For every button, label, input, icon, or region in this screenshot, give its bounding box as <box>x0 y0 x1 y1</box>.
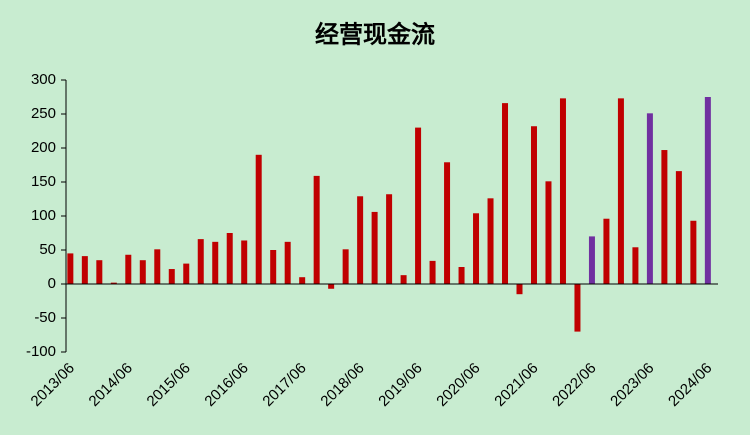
bar <box>588 236 595 284</box>
x-tick-label: 2024/06 <box>665 360 715 410</box>
y-tick-label: 300 <box>31 71 56 88</box>
bar <box>125 254 132 284</box>
y-tick-label: 100 <box>31 207 56 224</box>
bar <box>559 98 566 284</box>
y-tick-label: 0 <box>48 275 56 292</box>
y-tick-label: -100 <box>26 343 56 360</box>
bar <box>110 282 117 284</box>
bar <box>197 239 204 284</box>
bar <box>183 263 190 284</box>
x-tick-label: 2013/06 <box>28 360 78 410</box>
bar <box>81 256 88 284</box>
bar <box>429 260 436 284</box>
bar <box>270 250 277 284</box>
bar <box>690 220 697 284</box>
bar <box>139 260 146 284</box>
bar <box>212 241 219 284</box>
bar <box>328 284 335 289</box>
bar <box>284 241 291 284</box>
bar <box>545 181 552 284</box>
x-tick-label: 2020/06 <box>433 360 483 410</box>
bar <box>603 218 610 284</box>
bar <box>299 277 306 284</box>
y-tick-label: -50 <box>34 309 56 326</box>
x-tick-label: 2022/06 <box>549 360 599 410</box>
bar <box>313 175 320 284</box>
bar <box>241 240 248 284</box>
bar <box>704 97 711 284</box>
bar <box>502 103 509 285</box>
x-tick-label: 2018/06 <box>317 360 367 410</box>
bar <box>386 194 393 284</box>
bar <box>168 269 175 284</box>
bar <box>226 233 233 284</box>
x-tick-label: 2016/06 <box>201 360 251 410</box>
bar <box>67 253 74 284</box>
x-tick-label: 2014/06 <box>86 360 136 410</box>
bar <box>154 249 161 284</box>
bar <box>415 127 422 284</box>
bar <box>357 196 364 284</box>
bar <box>96 260 103 284</box>
bar <box>473 213 480 284</box>
bar <box>458 267 465 284</box>
chart-title: 经营现金流 <box>315 20 435 48</box>
bar <box>617 98 624 284</box>
y-tick-label: 200 <box>31 139 56 156</box>
bar <box>675 171 682 284</box>
bar <box>342 249 349 284</box>
x-tick-label: 2015/06 <box>144 360 194 410</box>
bar <box>371 211 378 284</box>
y-tick-label: 150 <box>31 173 56 190</box>
bar <box>400 275 407 284</box>
x-tick-label: 2023/06 <box>607 360 657 410</box>
x-tick-label: 2019/06 <box>375 360 425 410</box>
bar <box>516 284 523 295</box>
bar <box>530 126 537 285</box>
y-tick-label: 50 <box>39 241 56 258</box>
bar <box>574 284 581 332</box>
bar <box>632 247 639 284</box>
bar <box>444 162 451 284</box>
bar <box>661 150 668 284</box>
x-tick-label: 2017/06 <box>259 360 309 410</box>
x-tick-label: 2021/06 <box>491 360 541 410</box>
y-tick-label: 250 <box>31 105 56 122</box>
bar <box>487 198 494 284</box>
bar <box>646 113 653 284</box>
bar <box>255 154 262 284</box>
